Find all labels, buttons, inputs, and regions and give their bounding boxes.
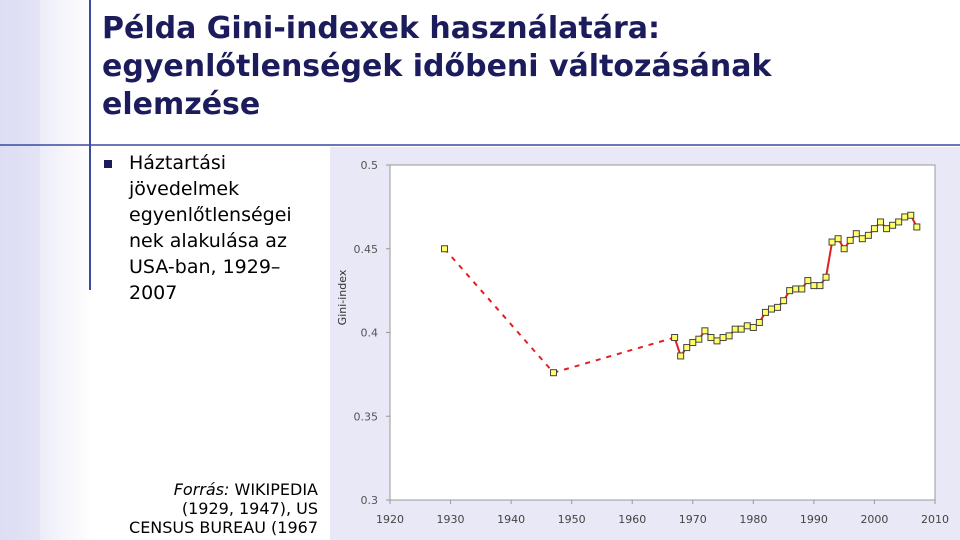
marker [864, 231, 872, 239]
marker [810, 282, 818, 290]
marker [907, 211, 915, 219]
title-line: Példa Gini-indexek használatára: [102, 11, 661, 46]
marker [786, 287, 794, 295]
y-tick-label: 0.35 [354, 410, 379, 423]
marker [707, 334, 715, 342]
marker [816, 282, 824, 290]
x-tick-label: 2010 [921, 513, 949, 526]
marker [870, 225, 878, 233]
y-axis-label: Gini-index [336, 269, 349, 325]
bullet-text: Háztartási jövedelmek egyenlőtlenségei nek … [129, 150, 292, 306]
bullet-line: egyenlőtlenségei [129, 204, 292, 226]
bullet-line: 2007 [129, 282, 178, 304]
marker [889, 221, 897, 229]
bullet-mark [104, 160, 112, 168]
marker [683, 344, 691, 352]
marker [834, 235, 842, 243]
y-tick-label: 0.5 [361, 159, 379, 172]
marker [883, 225, 891, 233]
marker [725, 332, 733, 340]
y-tick-label: 0.3 [361, 494, 379, 507]
x-tick-label: 1920 [376, 513, 404, 526]
line-segment [825, 241, 834, 278]
source-label: Forrás: [173, 480, 230, 499]
marker [822, 273, 830, 281]
marker [828, 238, 836, 246]
x-tick-label: 1990 [800, 513, 828, 526]
marker [441, 245, 448, 253]
marker [755, 318, 763, 326]
marker [768, 305, 775, 313]
marker [689, 339, 697, 347]
plot-area [389, 164, 936, 501]
marker [858, 235, 866, 243]
title-line: elemzése [102, 87, 261, 122]
marker [749, 323, 757, 331]
marker [713, 337, 721, 345]
y-tick-label: 0.45 [354, 243, 379, 256]
title-line: egyenlőtlenségek időbeni változásának [102, 49, 772, 84]
x-tick-label: 1960 [618, 513, 646, 526]
marker [895, 218, 903, 226]
marker [731, 325, 739, 333]
marker [677, 352, 685, 360]
slide-title: Példa Gini-indexek használatára: egyenlő… [102, 10, 771, 124]
x-tick-label: 2000 [860, 513, 888, 526]
x-tick-label: 1930 [437, 513, 465, 526]
marker [804, 277, 812, 285]
marker [792, 285, 800, 293]
y-tick-label: 0.4 [361, 327, 379, 340]
marker [901, 213, 909, 221]
source-line: (1929, 1947), US [181, 499, 318, 518]
x-tick-label: 1980 [739, 513, 767, 526]
marker [743, 322, 751, 330]
marker [695, 335, 703, 343]
source-line: Forrás: WIKIPEDIA [78, 480, 318, 499]
marker [846, 236, 854, 244]
marker [774, 303, 782, 311]
marker [913, 223, 921, 231]
x-tick-label: 1970 [679, 513, 707, 526]
marker [550, 369, 557, 377]
marker [737, 325, 745, 333]
bullet-line: Háztartási [129, 152, 227, 174]
marker [701, 327, 709, 335]
marker [671, 334, 679, 342]
marker [852, 230, 860, 238]
source-text: WIKIPEDIA [234, 480, 319, 499]
bullet: Háztartási jövedelmek egyenlőtlenségei nek … [104, 150, 292, 306]
bullet-line: USA-ban, 1929– [129, 256, 281, 278]
source-line: CENSUS BUREAU (1967 [129, 518, 318, 537]
marker [780, 297, 788, 305]
marker [798, 285, 806, 293]
bullet-line: jövedelmek [129, 178, 240, 200]
marker [761, 308, 769, 316]
bullet-line: nek alakulása az [129, 230, 287, 252]
x-tick-label: 1950 [558, 513, 586, 526]
marker [719, 334, 727, 342]
marker [877, 218, 884, 226]
source: Forrás: WIKIPEDIA (1929, 1947), US CENSU… [78, 480, 318, 537]
x-tick-label: 1940 [497, 513, 525, 526]
marker [840, 245, 848, 253]
